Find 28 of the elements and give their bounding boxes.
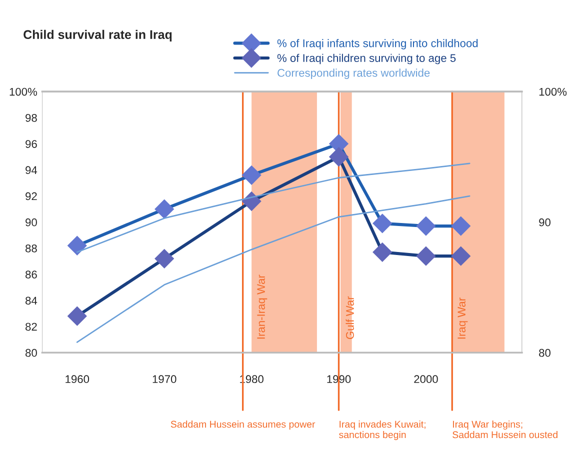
y-tick-label: 98 bbox=[26, 114, 37, 122]
y-tick-label: 88 bbox=[26, 244, 37, 252]
legend-label: Corresponding rates worldwide bbox=[278, 68, 430, 79]
y-tick-label: 96 bbox=[26, 140, 37, 148]
y2-tick-label: 90 bbox=[539, 218, 550, 226]
ref-line-label: Iraq War begins; Saddam Hussein ousted bbox=[452, 420, 558, 438]
x-tick-label: 1970 bbox=[152, 375, 176, 384]
band-label: Gulf War bbox=[346, 296, 354, 340]
y-tick-label: 86 bbox=[26, 270, 37, 278]
line-series bbox=[76, 195, 470, 343]
band-label: Iraq War bbox=[458, 298, 468, 339]
ref-line-label: Saddam Hussein assumes power bbox=[170, 420, 316, 430]
x-tick-label: 1960 bbox=[66, 375, 90, 384]
y-tick-label: 100% bbox=[10, 88, 37, 96]
y-tick-label: 92 bbox=[26, 192, 37, 200]
y-tick-label: 82 bbox=[26, 322, 37, 331]
legend-label: % of Iraqi infants surviving into childhood bbox=[277, 39, 478, 50]
legend-label: % of Iraqi children surviving to age 5 bbox=[277, 54, 456, 64]
ref-line-label: Iraq invades Kuwait; sanctions begin bbox=[339, 420, 426, 440]
y-tick-label: 94 bbox=[26, 166, 38, 174]
y-tick-label: 84 bbox=[26, 296, 38, 305]
y2-tick-label: 80 bbox=[539, 348, 550, 357]
chart-title: Child survival rate in Iraq bbox=[24, 30, 172, 42]
band-label: Iran-Iraq War bbox=[257, 274, 268, 339]
x-tick-label: 2000 bbox=[414, 375, 438, 384]
y-tick-label: 90 bbox=[26, 218, 37, 226]
y2-tick-label: 100% bbox=[539, 88, 567, 96]
y-tick-label: 80 bbox=[26, 348, 37, 357]
